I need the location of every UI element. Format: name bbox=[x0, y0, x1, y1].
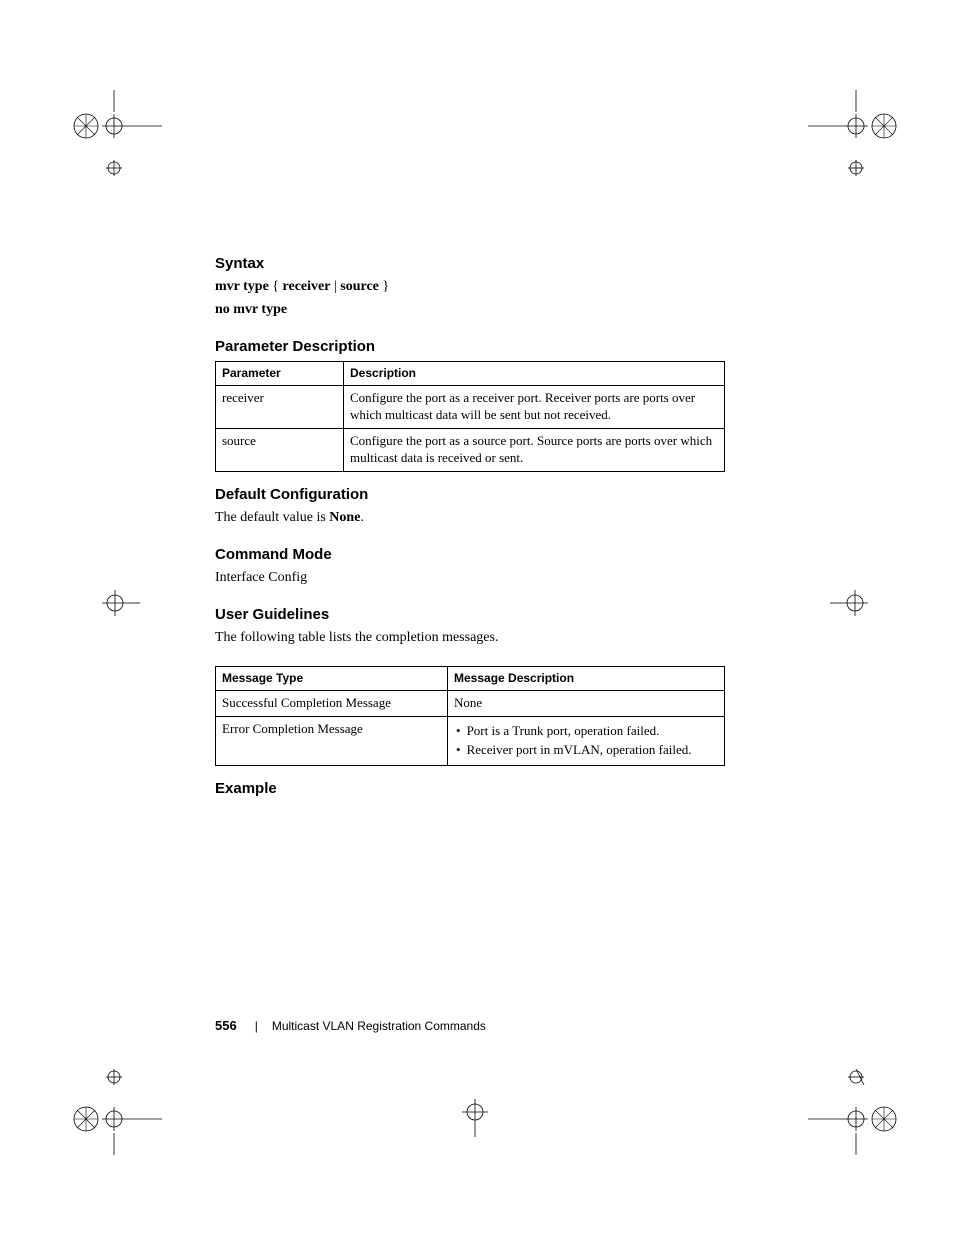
syntax-line-2: no mvr type bbox=[215, 301, 725, 320]
msg-success-desc: None bbox=[448, 691, 725, 717]
msg-success-type: Successful Completion Message bbox=[216, 691, 448, 717]
syntax-cmd: mvr type bbox=[215, 279, 269, 294]
table-row: Successful Completion Message None bbox=[216, 691, 725, 717]
msg-col-type: Message Type bbox=[216, 666, 448, 691]
user-guidelines-heading: User Guidelines bbox=[215, 606, 725, 623]
param-receiver: receiver bbox=[216, 386, 344, 429]
param-col-parameter: Parameter bbox=[216, 361, 344, 386]
crop-mark-mid-bottom bbox=[450, 1087, 500, 1137]
table-header-row: Parameter Description bbox=[216, 361, 725, 386]
syntax-heading: Syntax bbox=[215, 255, 725, 272]
bullet-icon: • bbox=[456, 742, 461, 759]
page-number: 556 bbox=[215, 1018, 237, 1033]
crop-mark-bottom-left bbox=[72, 1065, 162, 1155]
footer-separator: | bbox=[255, 1019, 258, 1033]
crop-mark-mid-left bbox=[90, 578, 140, 628]
syntax-line-1: mvr type { receiver | source } bbox=[215, 278, 725, 297]
msg-col-desc: Message Description bbox=[448, 666, 725, 691]
crop-mark-top-right bbox=[808, 90, 898, 180]
parameter-heading: Parameter Description bbox=[215, 338, 725, 355]
table-row: source Configure the port as a source po… bbox=[216, 429, 725, 472]
crop-mark-bottom-right bbox=[808, 1065, 898, 1155]
command-mode-text: Interface Config bbox=[215, 569, 725, 588]
param-source-desc: Configure the port as a source port. Sou… bbox=[344, 429, 725, 472]
param-source: source bbox=[216, 429, 344, 472]
default-config-text: The default value is None. bbox=[215, 509, 725, 528]
crop-mark-mid-right bbox=[830, 578, 880, 628]
param-receiver-desc: Configure the port as a receiver port. R… bbox=[344, 386, 725, 429]
parameter-table: Parameter Description receiver Configure… bbox=[215, 361, 725, 472]
param-col-description: Description bbox=[344, 361, 725, 386]
table-row: receiver Configure the port as a receive… bbox=[216, 386, 725, 429]
crop-mark-top-left bbox=[72, 90, 162, 180]
message-table: Message Type Message Description Success… bbox=[215, 666, 725, 766]
footer-title: Multicast VLAN Registration Commands bbox=[272, 1019, 486, 1033]
default-config-heading: Default Configuration bbox=[215, 486, 725, 503]
table-header-row: Message Type Message Description bbox=[216, 666, 725, 691]
command-mode-heading: Command Mode bbox=[215, 546, 725, 563]
user-guidelines-text: The following table lists the completion… bbox=[215, 629, 725, 648]
msg-error-desc: •Port is a Trunk port, operation failed.… bbox=[448, 717, 725, 766]
bullet-icon: • bbox=[456, 723, 461, 740]
msg-error-type: Error Completion Message bbox=[216, 717, 448, 766]
page-footer: 556 | Multicast VLAN Registration Comman… bbox=[215, 1018, 486, 1033]
page-content: Syntax mvr type { receiver | source } no… bbox=[215, 255, 725, 803]
example-heading: Example bbox=[215, 780, 725, 797]
table-row: Error Completion Message •Port is a Trun… bbox=[216, 717, 725, 766]
